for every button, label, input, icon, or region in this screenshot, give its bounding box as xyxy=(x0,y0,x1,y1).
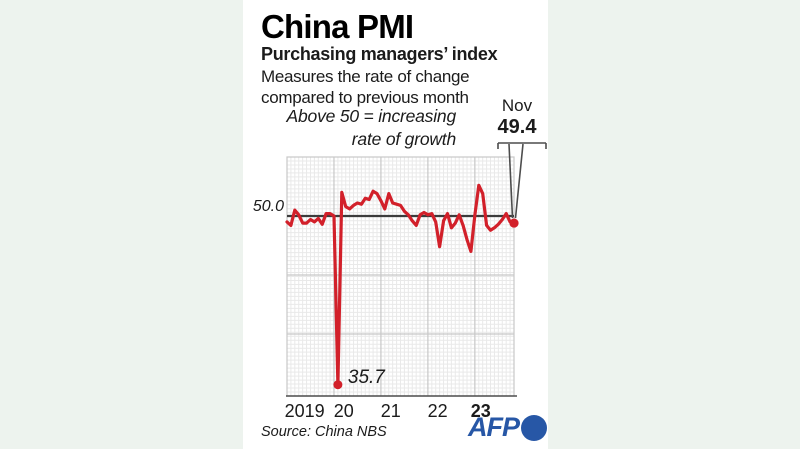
page-title: China PMI xyxy=(261,8,414,45)
latest-value-dot xyxy=(509,218,519,228)
chart-description: Measures the rate of change compared to … xyxy=(261,67,470,107)
y-reference-label: 50.0 xyxy=(252,198,284,215)
callout-value-label: 49.4 xyxy=(497,116,537,138)
threshold-note: Above 50 = increasing rate of growth xyxy=(286,106,457,149)
x-axis-tick-label: 21 xyxy=(380,401,401,421)
x-axis-tick-label: 2019 xyxy=(284,401,325,421)
source-note: Source: China NBS xyxy=(261,424,387,440)
afp-logo-dot-icon xyxy=(521,414,547,441)
x-axis-tick-label: 20 xyxy=(333,401,354,421)
crash-low-dot xyxy=(333,380,343,390)
afp-logo-text: AFP xyxy=(468,412,520,442)
chart-subtitle: Purchasing managers’ index xyxy=(261,44,498,64)
afp-logo: AFP xyxy=(468,412,547,443)
callout-month-label: Nov xyxy=(501,96,533,115)
min-value-label: 35.7 xyxy=(347,366,385,388)
x-axis-tick-label: 22 xyxy=(427,401,448,421)
pmi-line xyxy=(285,183,516,387)
callout-pointer xyxy=(497,142,547,219)
x-axis-tick-label: 23 xyxy=(470,401,491,421)
